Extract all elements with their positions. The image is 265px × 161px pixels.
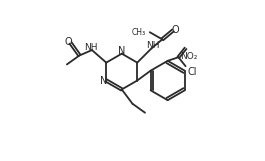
Text: CH₃: CH₃	[132, 28, 146, 37]
Text: Cl: Cl	[187, 67, 197, 77]
Text: N: N	[118, 46, 125, 56]
Text: NO₂: NO₂	[180, 52, 198, 61]
Text: NH: NH	[84, 43, 98, 52]
Text: N: N	[100, 76, 107, 85]
Text: NH: NH	[146, 41, 159, 50]
Text: O: O	[64, 37, 72, 47]
Text: O: O	[172, 24, 179, 34]
